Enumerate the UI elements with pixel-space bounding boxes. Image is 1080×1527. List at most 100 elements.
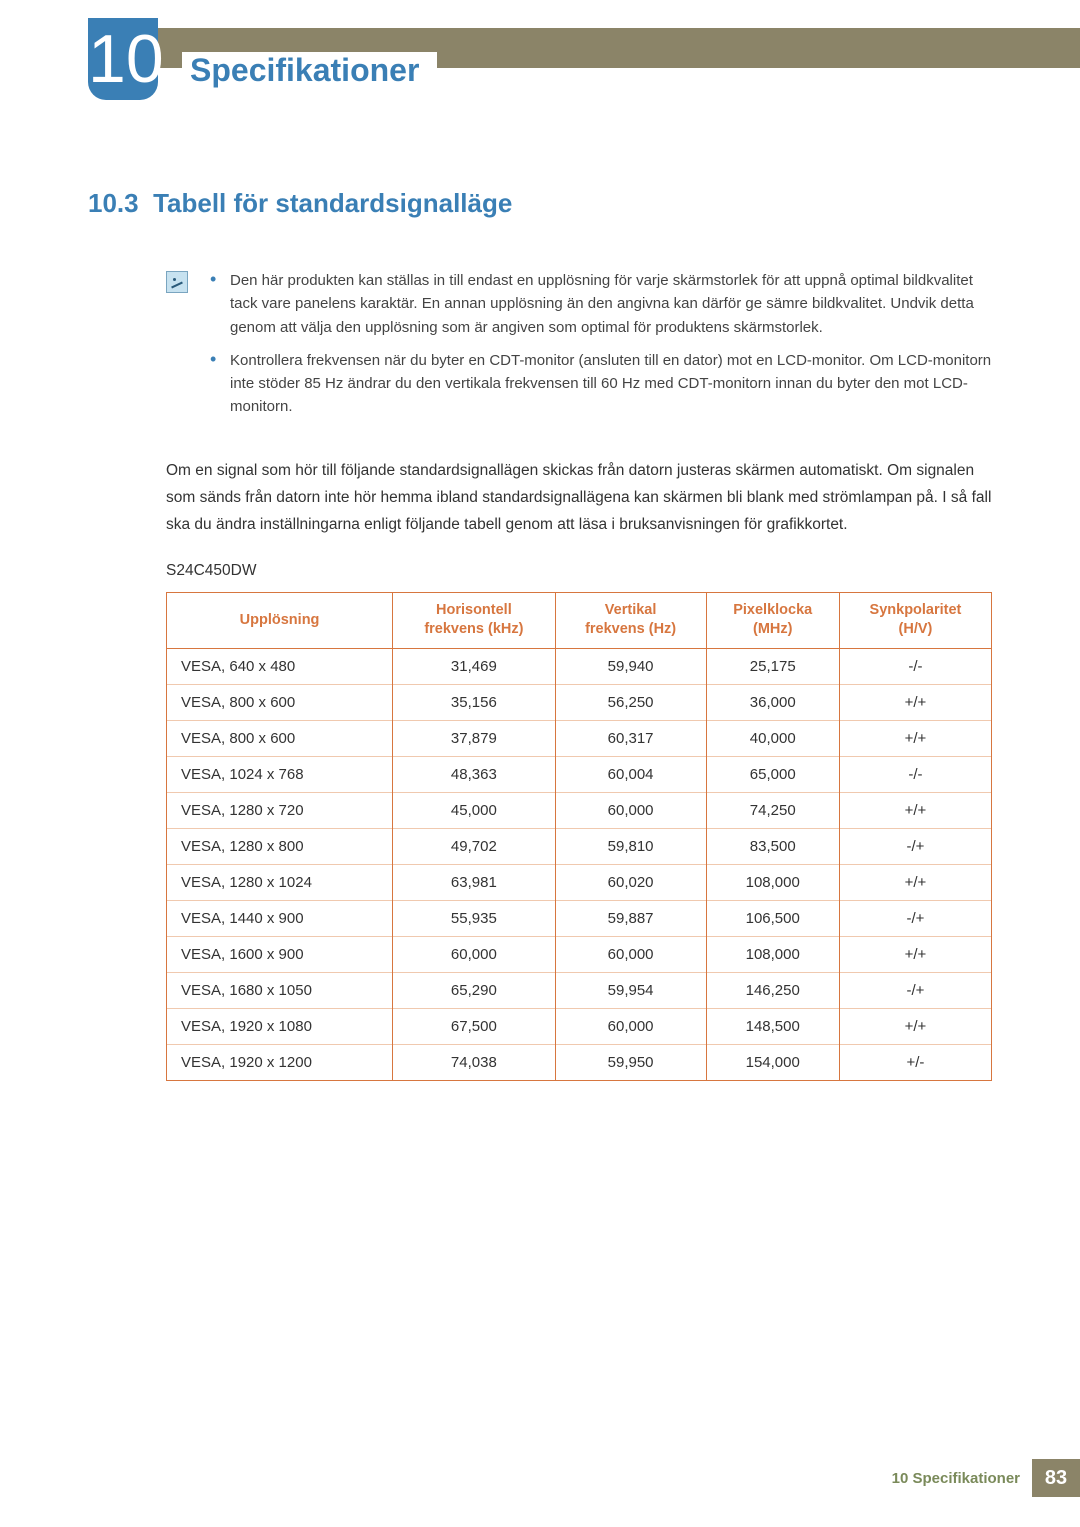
table-row: VESA, 1280 x 72045,00060,00074,250+/+ [167,793,992,829]
header-line: Pixelklocka [733,602,812,618]
header-line: Horisontell [436,602,512,618]
header-line: (MHz) [753,621,792,637]
table-cell: 60,317 [555,721,706,757]
table-cell: 48,363 [393,757,556,793]
header-line: Upplösning [240,612,320,628]
table-row: VESA, 800 x 60037,87960,31740,000+/+ [167,721,992,757]
table-cell: 154,000 [706,1045,839,1081]
table-cell: VESA, 1440 x 900 [167,901,393,937]
col-header-resolution: Upplösning [167,592,393,648]
note-icon [166,271,188,293]
table-cell: +/+ [839,685,991,721]
header-bar-cutout [0,28,88,68]
table-cell: -/+ [839,973,991,1009]
table-cell: 106,500 [706,901,839,937]
table-cell: 74,250 [706,793,839,829]
table-body: VESA, 640 x 48031,46959,94025,175-/-VESA… [167,649,992,1081]
table-cell: 146,250 [706,973,839,1009]
table-cell: 25,175 [706,649,839,685]
footer-page-number: 83 [1032,1459,1080,1497]
table-cell: 65,290 [393,973,556,1009]
note-block: Den här produkten kan ställas in till en… [166,269,992,429]
table-row: VESA, 1280 x 80049,70259,81083,500-/+ [167,829,992,865]
table-cell: 67,500 [393,1009,556,1045]
table-row: VESA, 1280 x 102463,98160,020108,000+/+ [167,865,992,901]
page-content: 10.3 Tabell för standardsignalläge Den h… [88,188,992,1081]
note-item: Kontrollera frekvensen när du byter en C… [210,349,992,419]
table-cell: 35,156 [393,685,556,721]
table-cell: 108,000 [706,937,839,973]
col-header-pixelclock: Pixelklocka (MHz) [706,592,839,648]
signal-mode-table: Upplösning Horisontell frekvens (kHz) Ve… [166,592,992,1081]
table-cell: +/- [839,1045,991,1081]
header-line: frekvens (kHz) [424,621,523,637]
table-row: VESA, 640 x 48031,46959,94025,175-/- [167,649,992,685]
table-cell: -/- [839,649,991,685]
table-cell: VESA, 1600 x 900 [167,937,393,973]
table-cell: 60,004 [555,757,706,793]
chapter-title: Specifikationer [182,52,437,89]
table-cell: VESA, 640 x 480 [167,649,393,685]
table-cell: -/+ [839,901,991,937]
table-row: VESA, 1920 x 120074,03859,950154,000+/- [167,1045,992,1081]
table-cell: VESA, 1680 x 1050 [167,973,393,1009]
table-row: VESA, 800 x 60035,15656,25036,000+/+ [167,685,992,721]
table-cell: 60,000 [393,937,556,973]
table-cell: 56,250 [555,685,706,721]
section-title: Tabell för standardsignalläge [153,188,512,218]
table-cell: 60,000 [555,1009,706,1045]
page-footer: 10 Specifikationer 83 [892,1459,1080,1497]
table-cell: 60,000 [555,793,706,829]
table-cell: 36,000 [706,685,839,721]
table-cell: 59,940 [555,649,706,685]
table-cell: +/+ [839,865,991,901]
model-label: S24C450DW [166,562,992,580]
chapter-number-badge: 10 [88,18,158,100]
table-cell: 59,954 [555,973,706,1009]
table-cell: 31,469 [393,649,556,685]
table-cell: VESA, 1280 x 720 [167,793,393,829]
table-cell: 60,000 [555,937,706,973]
table-cell: 63,981 [393,865,556,901]
footer-chapter-label: 10 Specifikationer [892,1470,1020,1487]
table-cell: VESA, 1920 x 1200 [167,1045,393,1081]
section-number: 10.3 [88,188,139,218]
table-cell: 59,887 [555,901,706,937]
col-header-hfreq: Horisontell frekvens (kHz) [393,592,556,648]
table-cell: +/+ [839,1009,991,1045]
table-row: VESA, 1600 x 90060,00060,000108,000+/+ [167,937,992,973]
header-line: Synkpolaritet [870,602,962,618]
table-cell: VESA, 1280 x 800 [167,829,393,865]
table-row: VESA, 1024 x 76848,36360,00465,000-/- [167,757,992,793]
table-cell: 59,950 [555,1045,706,1081]
table-cell: 49,702 [393,829,556,865]
table-row: VESA, 1440 x 90055,93559,887106,500-/+ [167,901,992,937]
table-cell: 65,000 [706,757,839,793]
table-cell: VESA, 1024 x 768 [167,757,393,793]
table-cell: +/+ [839,793,991,829]
header-line: (H/V) [899,621,933,637]
table-cell: +/+ [839,937,991,973]
table-cell: -/- [839,757,991,793]
table-row: VESA, 1920 x 108067,50060,000148,500+/+ [167,1009,992,1045]
table-cell: 59,810 [555,829,706,865]
section-heading: 10.3 Tabell för standardsignalläge [88,188,992,219]
col-header-vfreq: Vertikal frekvens (Hz) [555,592,706,648]
table-cell: VESA, 1280 x 1024 [167,865,393,901]
table-cell: VESA, 1920 x 1080 [167,1009,393,1045]
body-paragraph: Om en signal som hör till följande stand… [166,457,992,538]
table-cell: 37,879 [393,721,556,757]
table-cell: VESA, 800 x 600 [167,685,393,721]
table-cell: 45,000 [393,793,556,829]
col-header-syncpolarity: Synkpolaritet (H/V) [839,592,991,648]
header-line: frekvens (Hz) [585,621,676,637]
table-header-row: Upplösning Horisontell frekvens (kHz) Ve… [167,592,992,648]
table-cell: 83,500 [706,829,839,865]
table-cell: 60,020 [555,865,706,901]
table-cell: 74,038 [393,1045,556,1081]
note-list: Den här produkten kan ställas in till en… [210,269,992,429]
table-row: VESA, 1680 x 105065,29059,954146,250-/+ [167,973,992,1009]
table-cell: 40,000 [706,721,839,757]
table-cell: -/+ [839,829,991,865]
table-cell: 108,000 [706,865,839,901]
